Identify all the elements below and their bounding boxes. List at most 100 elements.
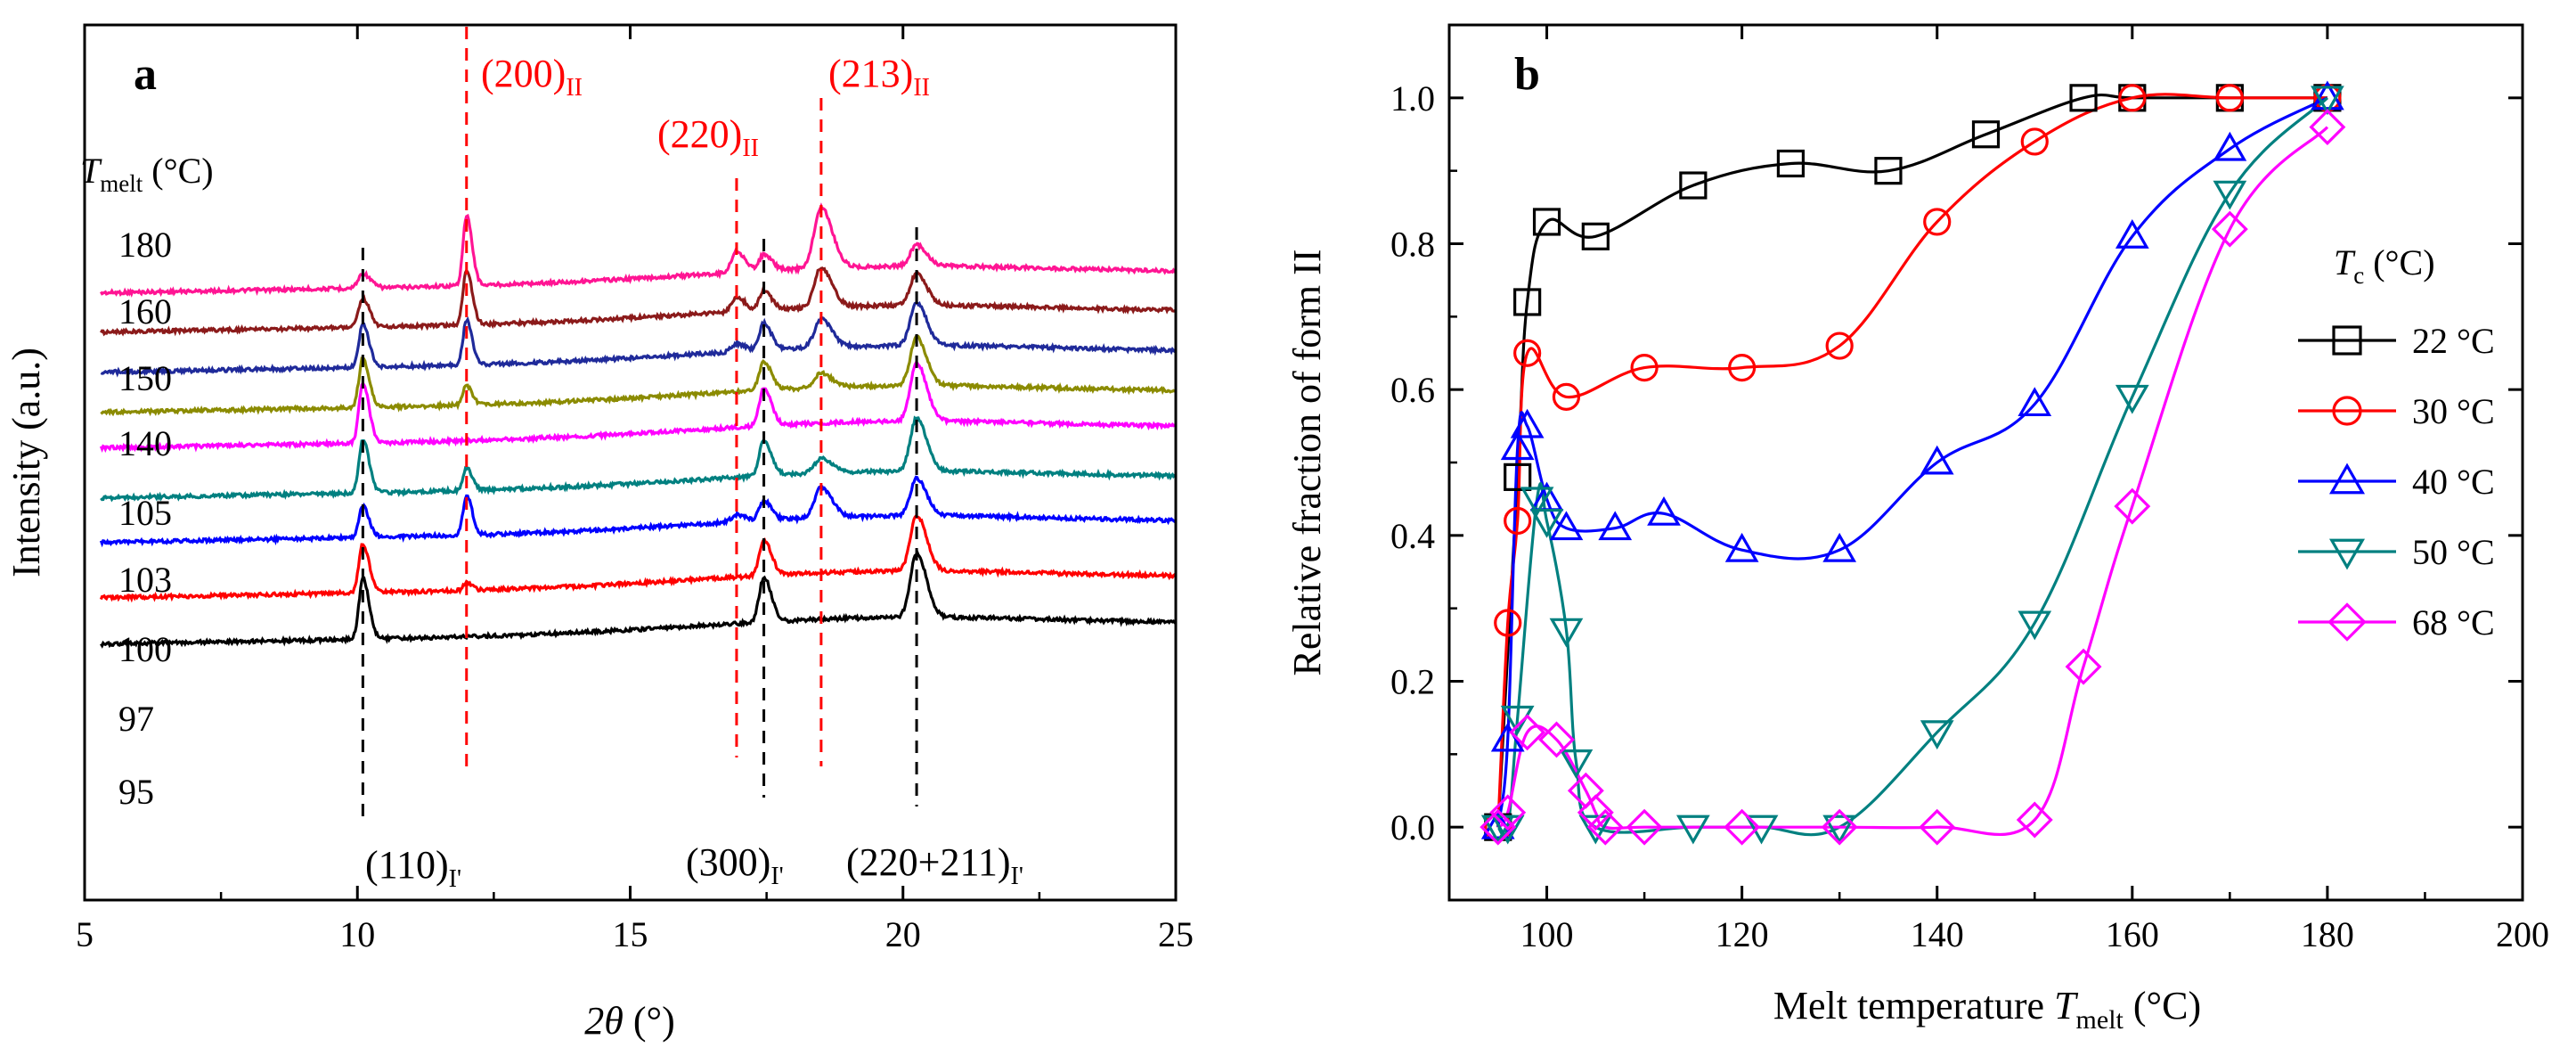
- point-2-9: [1822, 532, 1857, 562]
- point-4-10: [1919, 808, 1956, 846]
- panel-b-series-lines: [1496, 93, 2329, 838]
- panel-a-y-axis-label: Intensity (a.u.): [4, 348, 48, 577]
- legend-marker-4: [2327, 602, 2367, 642]
- trace-label-100: 100: [118, 629, 172, 669]
- point-3-14: [2213, 180, 2247, 210]
- panel-b-legend-title: Tc (°C): [2334, 242, 2435, 289]
- b-ytick-label-2: 0.4: [1390, 516, 1435, 556]
- legend-label-4: 68 °C: [2412, 602, 2495, 643]
- point-4-0: [1480, 808, 1517, 846]
- point-4-7: [1626, 808, 1663, 846]
- b-xtick-label-2: 140: [1911, 914, 1964, 954]
- panel-a-legend-title: Tmelt (°C): [80, 151, 214, 197]
- b-xtick-label-3: 160: [2106, 914, 2159, 954]
- panel-b-x-ticks: 100 120 140 160 180 200: [1447, 25, 2549, 954]
- point-3-10: [1822, 815, 1857, 845]
- point-2-10: [1920, 445, 1954, 475]
- point-1-10: [2118, 84, 2147, 112]
- point-4-14: [2211, 210, 2248, 248]
- series-line-0: [1496, 93, 2327, 828]
- trace-160: [100, 266, 1178, 337]
- peak-label-3: (200)II: [481, 52, 583, 102]
- b-ytick-label-1: 0.2: [1390, 662, 1435, 702]
- legend-label-0: 22 °C: [2412, 321, 2495, 361]
- point-0-9: [2069, 84, 2098, 112]
- b-xtick-label-5: 200: [2496, 914, 2549, 954]
- a-xtick-label-4: 25: [1158, 914, 1194, 954]
- point-3-12: [2018, 610, 2052, 641]
- point-4-5: [1577, 794, 1614, 831]
- legend-marker-2: [2328, 463, 2366, 495]
- point-4-11: [2016, 801, 2053, 839]
- point-3-11: [1920, 720, 1954, 750]
- a-xtick-label-0: 5: [76, 914, 94, 954]
- b-ytick-label-3: 0.6: [1390, 370, 1435, 410]
- point-4-1: [1489, 794, 1527, 831]
- b-xtick-label-0: 100: [1520, 914, 1574, 954]
- point-0-4: [1581, 222, 1610, 250]
- point-2-11: [2018, 387, 2052, 417]
- trace-label-160: 160: [118, 291, 172, 332]
- point-4-2: [1509, 714, 1546, 751]
- trace-label-103: 103: [118, 560, 172, 600]
- series-line-3: [1496, 96, 2329, 838]
- point-3-8: [1675, 815, 1710, 845]
- legend-marker-0: [2332, 325, 2362, 356]
- panel-a-peak-labels: (110)I' (300)I' (220+211)I' (200)II (220)II (…: [365, 52, 1023, 893]
- panel-b: 100 120 140 160 180 200 0.00.20.40.60.81.0 b …: [1285, 23, 2549, 1035]
- point-4-6: [1586, 808, 1624, 846]
- point-3-5: [1549, 618, 1584, 648]
- panel-a-x-axis-label: 2θ (°): [584, 999, 675, 1043]
- point-3-13: [2115, 384, 2149, 414]
- trace-105: [99, 361, 1178, 454]
- point-2-3: [1510, 408, 1545, 438]
- panel-b-legend: 22 °C 30 °C 40 °C 50 °C 68 °C: [2298, 321, 2495, 643]
- point-1-8: [1923, 208, 1952, 236]
- b-ytick-label-0: 0.0: [1390, 807, 1435, 847]
- panel-b-letter: b: [1514, 49, 1540, 100]
- point-4-13: [2114, 487, 2151, 525]
- b-xtick-label-4: 180: [2301, 914, 2354, 954]
- panel-b-frame: [1447, 23, 2524, 902]
- peak-label-1: (300)I': [686, 840, 784, 890]
- trace-label-150: 150: [118, 358, 172, 398]
- series-line-1: [1496, 93, 2327, 828]
- panel-a-x-ticks: 5 10 15 20 25: [76, 25, 1194, 954]
- peak-label-0: (110)I': [365, 843, 461, 893]
- point-2-6: [1598, 511, 1633, 541]
- a-xtick-label-2: 15: [613, 914, 648, 954]
- trace-label-95: 95: [118, 772, 154, 812]
- point-1-4: [1552, 382, 1581, 411]
- trace-150: [100, 300, 1178, 378]
- peak-label-2: (220+211)I': [846, 840, 1023, 890]
- point-4-8: [1724, 808, 1761, 846]
- trace-label-180: 180: [118, 225, 172, 265]
- legend-label-2: 40 °C: [2412, 462, 2495, 502]
- point-3-7: [1578, 815, 1613, 845]
- panel-a-frame: [83, 23, 1178, 902]
- b-ytick-label-4: 0.8: [1390, 225, 1435, 265]
- panel-a-trace-labels: 180 160 150 140 105 103 100 97 95: [118, 225, 172, 812]
- legend-marker-3: [2328, 538, 2366, 570]
- point-4-15: [2309, 109, 2346, 146]
- trace-180: [99, 202, 1178, 298]
- trace-95: [100, 548, 1177, 649]
- point-0-5: [1679, 171, 1708, 200]
- point-2-2: [1500, 430, 1535, 461]
- trace-103: [100, 415, 1177, 503]
- legend-label-1: 30 °C: [2412, 391, 2495, 431]
- series-line-4: [1496, 126, 2329, 837]
- point-2-13: [2213, 131, 2247, 161]
- point-0-3: [1532, 208, 1561, 236]
- point-2-14: [2311, 80, 2344, 111]
- point-3-1: [1490, 815, 1525, 845]
- peak-label-4: (220)II: [657, 112, 759, 162]
- panel-a-traces: [99, 202, 1178, 649]
- series-line-2: [1496, 96, 2328, 828]
- trace-label-97: 97: [118, 699, 154, 739]
- point-0-2: [1513, 288, 1542, 316]
- point-1-5: [1630, 354, 1659, 382]
- point-2-5: [1549, 511, 1584, 541]
- point-3-15: [2311, 86, 2344, 116]
